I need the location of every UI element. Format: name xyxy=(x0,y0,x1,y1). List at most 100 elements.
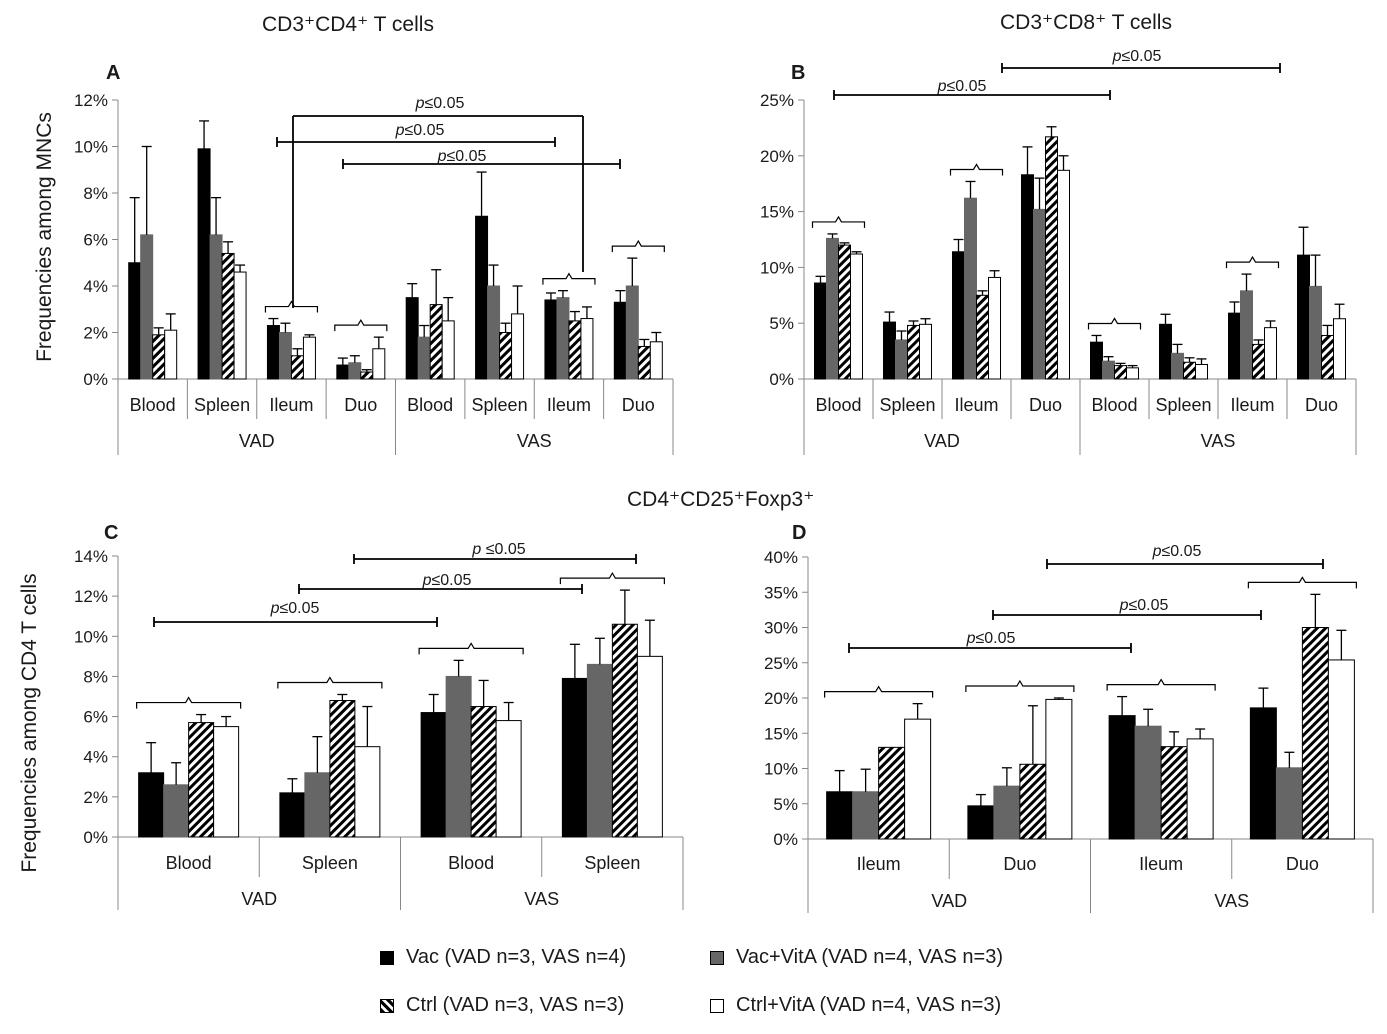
category-label-a: Blood xyxy=(130,395,176,415)
panel-cd-title: CD4⁺CD25⁺Foxp3⁺ xyxy=(627,488,815,511)
category-label-b: Blood xyxy=(815,395,861,415)
legend-swatch-ctrl xyxy=(380,998,394,1013)
significance-label-d: p≤0.05 xyxy=(1119,597,1169,614)
group-label-d: VAD xyxy=(931,891,967,911)
y-tick-label-d: 0% xyxy=(773,830,798,849)
category-label-a: Blood xyxy=(407,395,453,415)
bar-vac-d xyxy=(1249,707,1277,840)
panel-letter-d: D xyxy=(792,522,807,544)
significance-label-b: p≤0.05 xyxy=(1112,48,1162,65)
bar-ctrl-vita-d xyxy=(1186,738,1214,840)
bar-ctrl-vita-c xyxy=(354,746,381,838)
bar-vac-vita-d xyxy=(1134,725,1162,840)
y-tick-label-a: 4% xyxy=(83,277,108,296)
legend-item-vac: Vac (VAD n=3, VAS n=4) xyxy=(380,946,626,969)
significance-label-a: p≤0.05 xyxy=(415,95,465,112)
legend-label-vac: Vac (VAD n=3, VAS n=4) xyxy=(406,946,627,968)
bar-ctrl-c xyxy=(188,722,215,838)
significance-label-c: p ≤0.05 xyxy=(471,541,525,558)
brace-b xyxy=(811,215,866,228)
legend-label-vac-vita: Vac+VitA (VAD n=4, VAS n=3) xyxy=(736,946,1004,968)
bar-ctrl-d xyxy=(1019,763,1047,840)
panel-letter-a: A xyxy=(106,62,121,84)
legend-label-ctrl-vita: Ctrl+VitA (VAD n=4, VAS n=3) xyxy=(736,994,1002,1016)
category-label-d: Duo xyxy=(1286,854,1319,874)
brace-a xyxy=(611,239,665,253)
category-label-b: Spleen xyxy=(879,395,935,415)
bar-vac-vita-d xyxy=(852,791,880,840)
brace-c xyxy=(136,696,242,709)
category-label-b: Duo xyxy=(1305,395,1338,415)
brace-c xyxy=(277,676,383,689)
y-tick-label-d: 5% xyxy=(773,795,798,814)
brace-a xyxy=(264,300,319,313)
category-label-b: Ileum xyxy=(954,395,998,415)
legend-swatch-vac-vita xyxy=(710,950,724,965)
category-label-b: Ileum xyxy=(1230,395,1274,415)
brace-d xyxy=(1106,678,1216,691)
y-tick-label-b: 25% xyxy=(760,91,794,110)
bar-ctrl-vita-c xyxy=(213,726,240,838)
brace-c xyxy=(418,642,524,655)
panel-b-title: CD3⁺CD8⁺ T cells xyxy=(1000,11,1172,34)
y-tick-label-d: 10% xyxy=(764,760,798,779)
category-label-a: Ileum xyxy=(269,395,313,415)
y-tick-label-d: 25% xyxy=(764,654,798,673)
category-label-d: Ileum xyxy=(1139,854,1183,874)
legend: Vac (VAD n=3, VAS n=4) Vac+VitA (VAD n=4… xyxy=(380,938,1080,1028)
category-label-a: Duo xyxy=(622,395,655,415)
bar-vac-vita-c xyxy=(163,784,190,838)
panel-a-title: CD3⁺CD4⁺ T cells xyxy=(262,13,434,36)
bar-vac-vita-c xyxy=(586,663,613,838)
brace-b xyxy=(1225,255,1280,269)
y-tick-label-d: 30% xyxy=(764,619,798,638)
brace-d xyxy=(824,685,934,698)
y-tick-label-a: 10% xyxy=(74,138,108,157)
legend-item-ctrl-vita: Ctrl+VitA (VAD n=4, VAS n=3) xyxy=(710,994,1001,1017)
panel-letter-c: C xyxy=(104,522,119,544)
bar-vac-vita-d xyxy=(1275,767,1303,840)
category-label-a: Ileum xyxy=(547,395,591,415)
y-tick-label-b: 10% xyxy=(760,258,794,277)
y-tick-label-c: 10% xyxy=(74,627,108,646)
bar-ctrl-d xyxy=(878,746,906,840)
y-tick-label-c: 14% xyxy=(74,547,108,566)
significance-label-b: p≤0.05 xyxy=(937,78,987,95)
y-tick-label-c: 0% xyxy=(83,828,108,847)
brace-c xyxy=(559,571,665,585)
y-tick-label-c: 2% xyxy=(83,788,108,807)
category-label-b: Duo xyxy=(1029,395,1062,415)
category-label-a: Spleen xyxy=(472,395,528,415)
y-tick-label-b: 0% xyxy=(769,370,794,389)
y-tick-label-b: 5% xyxy=(769,314,794,333)
significance-label-d: p≤0.05 xyxy=(1152,543,1202,560)
category-label-c: Blood xyxy=(166,853,212,873)
brace-d xyxy=(1247,576,1357,589)
group-label-a: VAS xyxy=(517,431,552,451)
group-label-a: VAD xyxy=(239,431,275,451)
category-label-c: Spleen xyxy=(302,853,358,873)
brace-b xyxy=(949,163,1004,176)
legend-item-vac-vita: Vac+VitA (VAD n=4, VAS n=3) xyxy=(710,946,1003,969)
y-tick-label-c: 6% xyxy=(83,708,108,727)
bar-ctrl-vita-d xyxy=(904,718,932,840)
significance-label-a: p≤0.05 xyxy=(395,122,445,139)
category-label-b: Blood xyxy=(1091,395,1137,415)
group-label-b: VAD xyxy=(924,431,960,451)
y-tick-label-c: 12% xyxy=(74,587,108,606)
category-label-c: Spleen xyxy=(584,853,640,873)
legend-label-ctrl: Ctrl (VAD n=3, VAS n=3) xyxy=(406,994,625,1016)
bar-ctrl-vita-c xyxy=(495,720,522,838)
y-tick-label-d: 35% xyxy=(764,583,798,602)
bar-ctrl-d xyxy=(1160,746,1188,840)
category-label-a: Duo xyxy=(344,395,377,415)
category-label-b: Spleen xyxy=(1155,395,1211,415)
bar-ctrl-vita-c xyxy=(636,655,663,838)
group-label-d: VAS xyxy=(1214,891,1249,911)
category-label-d: Duo xyxy=(1003,854,1036,874)
y-tick-label-a: 2% xyxy=(83,324,108,343)
